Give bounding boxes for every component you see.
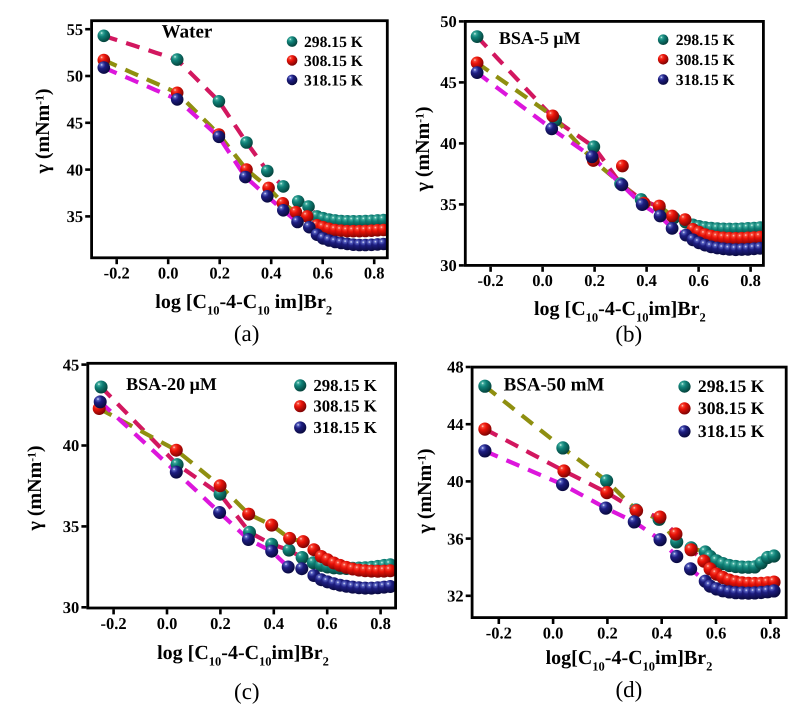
- svg-text:30: 30: [63, 598, 80, 617]
- svg-text:32: 32: [447, 587, 464, 606]
- svg-text:0.0: 0.0: [532, 271, 553, 290]
- svg-text:γ (mNm-1): γ (mNm-1): [412, 106, 434, 192]
- svg-text:0.8: 0.8: [370, 614, 391, 633]
- svg-text:-0.2: -0.2: [478, 271, 504, 290]
- svg-text:BSA-20 μM: BSA-20 μM: [126, 374, 217, 394]
- svg-text:0.2: 0.2: [584, 271, 605, 290]
- svg-text:308.15 K: 308.15 K: [304, 53, 363, 70]
- svg-text:γ (mNm-1): γ (mNm-1): [414, 448, 436, 534]
- svg-text:36: 36: [447, 529, 464, 548]
- svg-text:298.15 K: 298.15 K: [313, 376, 376, 395]
- svg-text:44: 44: [447, 415, 464, 434]
- svg-text:45: 45: [440, 73, 457, 92]
- svg-text:(d): (d): [615, 677, 642, 702]
- svg-text:(c): (c): [234, 679, 260, 704]
- svg-text:0.8: 0.8: [740, 271, 761, 290]
- svg-text:0.4: 0.4: [636, 271, 657, 290]
- svg-text:0.6: 0.6: [706, 623, 727, 642]
- svg-text:BSA-5 μM: BSA-5 μM: [499, 28, 581, 48]
- svg-text:40: 40: [440, 134, 457, 153]
- svg-text:0.2: 0.2: [597, 623, 618, 642]
- svg-text:298.15 K: 298.15 K: [304, 34, 363, 51]
- svg-text:γ (mNm-1): γ (mNm-1): [32, 88, 54, 174]
- svg-text:(b): (b): [615, 322, 642, 347]
- svg-text:318.15 K: 318.15 K: [698, 421, 765, 441]
- svg-text:35: 35: [63, 517, 80, 536]
- svg-text:308.15 K: 308.15 K: [698, 398, 765, 418]
- svg-text:0.0: 0.0: [157, 614, 178, 633]
- svg-text:40: 40: [63, 436, 80, 455]
- svg-text:48: 48: [447, 358, 464, 377]
- svg-text:0.4: 0.4: [261, 264, 282, 283]
- svg-text:0.4: 0.4: [651, 623, 672, 642]
- svg-text:35: 35: [440, 195, 457, 214]
- svg-text:Water: Water: [162, 22, 213, 43]
- svg-text:-0.2: -0.2: [104, 264, 130, 283]
- svg-text:0.6: 0.6: [688, 271, 709, 290]
- svg-text:318.15 K: 318.15 K: [676, 72, 735, 89]
- svg-text:-0.2: -0.2: [101, 614, 127, 633]
- svg-text:0.2: 0.2: [210, 614, 231, 633]
- svg-text:35: 35: [67, 207, 84, 226]
- svg-text:30: 30: [440, 256, 457, 275]
- svg-text:45: 45: [67, 114, 84, 133]
- svg-text:0.0: 0.0: [158, 264, 179, 283]
- svg-text:298.15 K: 298.15 K: [676, 32, 735, 49]
- svg-text:50: 50: [67, 67, 84, 86]
- svg-text:308.15 K: 308.15 K: [313, 397, 376, 416]
- svg-text:308.15 K: 308.15 K: [676, 52, 735, 69]
- svg-text:298.15 K: 298.15 K: [698, 376, 765, 396]
- svg-text:45: 45: [63, 355, 80, 374]
- svg-text:0.6: 0.6: [317, 614, 338, 633]
- svg-text:0.6: 0.6: [312, 264, 333, 283]
- svg-text:0.4: 0.4: [263, 614, 284, 633]
- svg-text:(a): (a): [234, 321, 260, 346]
- svg-text:50: 50: [440, 12, 457, 31]
- svg-text:BSA-50 mM: BSA-50 mM: [504, 375, 605, 396]
- svg-text:55: 55: [67, 20, 84, 39]
- svg-text:40: 40: [67, 160, 84, 179]
- svg-text:40: 40: [447, 472, 464, 491]
- svg-text:0.2: 0.2: [209, 264, 230, 283]
- svg-text:-0.2: -0.2: [486, 623, 512, 642]
- svg-text:0.8: 0.8: [364, 264, 385, 283]
- svg-text:0.0: 0.0: [543, 623, 564, 642]
- svg-text:318.15 K: 318.15 K: [313, 418, 376, 437]
- svg-text:γ (mNm-1): γ (mNm-1): [24, 445, 46, 531]
- svg-text:0.8: 0.8: [760, 623, 781, 642]
- svg-text:318.15 K: 318.15 K: [304, 72, 363, 89]
